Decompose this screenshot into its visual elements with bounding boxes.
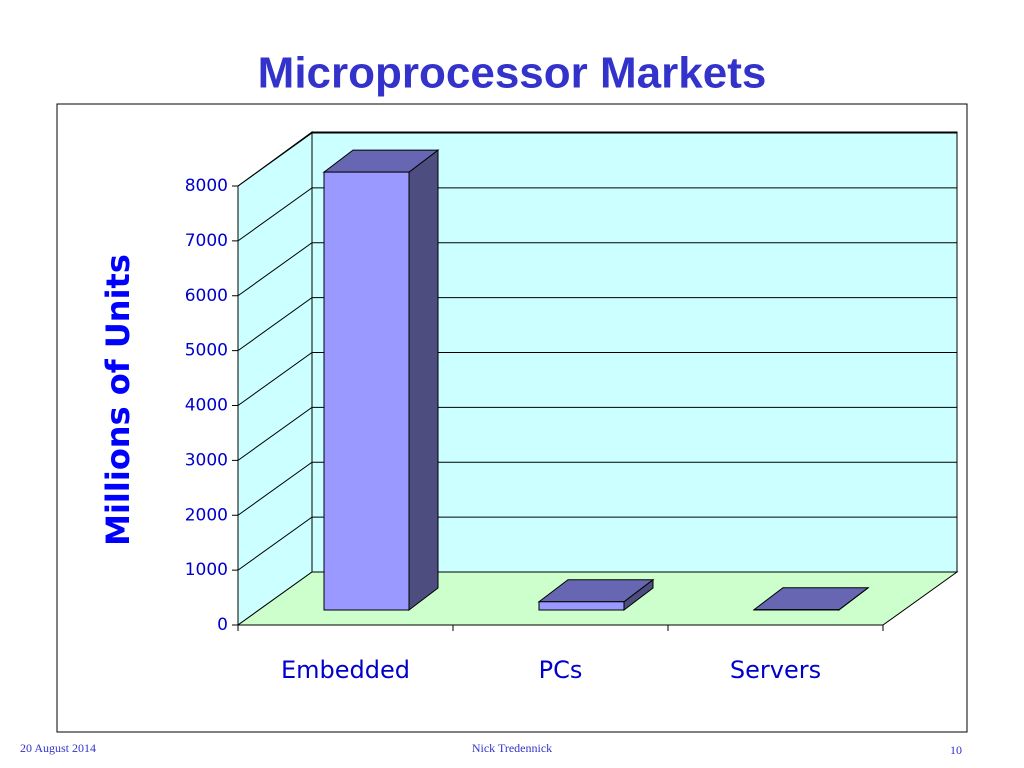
y-tick-label: 8000 xyxy=(185,176,228,196)
bar-side xyxy=(408,149,439,612)
y-tick-label: 5000 xyxy=(185,341,228,361)
x-tick-label: PCs xyxy=(539,656,583,684)
footer-date: 20 August 2014 xyxy=(20,741,96,755)
y-tick-label: 3000 xyxy=(185,450,228,470)
y-tick-label: 7000 xyxy=(185,231,228,251)
chart-frame xyxy=(56,103,968,733)
grid-line xyxy=(237,297,957,352)
bar xyxy=(323,171,410,611)
grid-line xyxy=(237,352,957,406)
plot: 0 1000 2000 3000 4000 5000 6000 7000 8000 Embedde… xyxy=(185,132,957,684)
y-tick-label: 0 xyxy=(217,615,228,635)
y-tick-label: 2000 xyxy=(185,505,228,525)
grid-line xyxy=(237,132,957,187)
y-tick-label: 4000 xyxy=(185,396,228,416)
grid-line xyxy=(237,406,957,461)
x-tick-label: Embedded xyxy=(281,656,410,684)
y-axis-label: Millions of Units xyxy=(99,254,137,546)
grid-line xyxy=(237,242,957,297)
grid-line xyxy=(237,516,957,571)
grid-line xyxy=(237,187,957,242)
y-tick-label: 6000 xyxy=(185,286,228,306)
bar xyxy=(538,601,625,611)
x-tick-label: Servers xyxy=(730,656,821,684)
page-number: 10 xyxy=(950,743,962,757)
slide-title: Microprocessor Markets xyxy=(258,49,767,98)
y-tick-label: 1000 xyxy=(185,560,228,580)
footer-author: Nick Tredennick xyxy=(472,741,552,755)
grid-line xyxy=(237,461,957,516)
